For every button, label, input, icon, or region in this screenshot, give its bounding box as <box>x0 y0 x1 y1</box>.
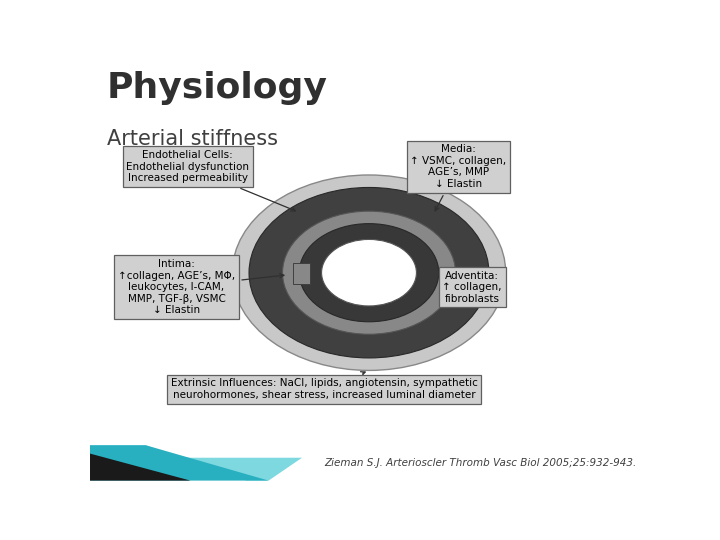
Ellipse shape <box>282 211 456 334</box>
FancyBboxPatch shape <box>293 263 310 284</box>
Text: Arterial stiffness: Arterial stiffness <box>107 129 278 149</box>
Text: Media:
↑ VSMC, collagen,
AGE’s, MMP
↓ Elastin: Media: ↑ VSMC, collagen, AGE’s, MMP ↓ El… <box>410 144 506 211</box>
Polygon shape <box>90 454 190 481</box>
Text: Adventita:
↑ collagen,
fibroblasts: Adventita: ↑ collagen, fibroblasts <box>443 271 502 304</box>
Polygon shape <box>90 446 302 481</box>
Text: Endothelial Cells:
Endothelial dysfunction
Increased permeability: Endothelial Cells: Endothelial dysfuncti… <box>126 150 295 211</box>
Ellipse shape <box>322 239 416 306</box>
Ellipse shape <box>233 175 505 370</box>
Text: Zieman S.J. Arterioscler Thromb Vasc Biol 2005;25:932-943.: Zieman S.J. Arterioscler Thromb Vasc Bio… <box>325 458 637 468</box>
Text: Physiology: Physiology <box>107 71 328 105</box>
Text: Intima:
↑collagen, AGE’s, MΦ,
leukocytes, I-CAM,
MMP, TGF-β, VSMC
↓ Elastin: Intima: ↑collagen, AGE’s, MΦ, leukocytes… <box>118 259 284 315</box>
Polygon shape <box>90 446 269 481</box>
Text: Extrinsic Influences: NaCl, lipids, angiotensin, sympathetic
neurohormones, shea: Extrinsic Influences: NaCl, lipids, angi… <box>171 372 478 400</box>
Ellipse shape <box>300 224 438 322</box>
Ellipse shape <box>249 187 489 358</box>
